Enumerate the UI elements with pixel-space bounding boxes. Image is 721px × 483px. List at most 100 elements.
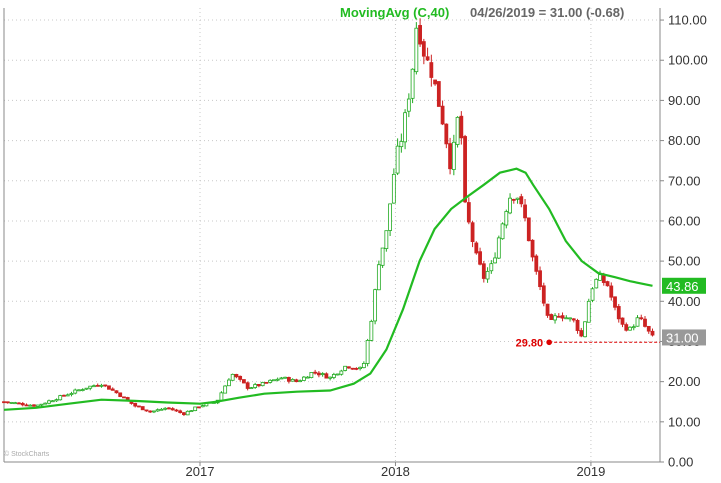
candle-body <box>84 387 89 390</box>
grid-layer <box>4 8 660 462</box>
candle-body <box>440 105 445 125</box>
y-tick-label: 0.00 <box>668 455 693 470</box>
candle-body <box>414 27 419 73</box>
candle-body <box>571 318 576 321</box>
candle-body <box>35 404 40 407</box>
candle-body <box>459 115 464 139</box>
y-tick-label: 10.00 <box>668 414 701 429</box>
candle-body <box>185 410 190 416</box>
last-price-badge-label: 31.00 <box>666 330 699 345</box>
candle-body <box>624 324 629 331</box>
candle-body <box>594 278 599 289</box>
x-tick-label: 2017 <box>186 464 215 478</box>
candle-body <box>88 385 93 389</box>
candle-body <box>316 372 321 376</box>
candle-body <box>290 379 295 382</box>
candle-body <box>493 257 497 264</box>
candle-body <box>170 408 175 411</box>
candle-body <box>152 410 156 413</box>
candle-body <box>50 400 55 403</box>
candle-body <box>549 314 554 320</box>
candle-body <box>107 385 111 390</box>
candle-body <box>335 373 340 376</box>
candle-body <box>286 377 291 382</box>
x-tick-label: 2019 <box>576 464 605 478</box>
candle-body <box>17 402 21 405</box>
candle-body <box>425 56 430 61</box>
candle-body <box>373 289 378 322</box>
candle-body <box>178 410 183 413</box>
candle-body <box>545 303 550 316</box>
candle-body <box>163 407 168 410</box>
candle-body <box>436 81 441 107</box>
x-tick-label: 2018 <box>381 464 410 478</box>
candle-body <box>433 79 437 85</box>
last-price-badge <box>662 329 706 346</box>
candle-body <box>616 306 621 320</box>
candle-body <box>388 203 393 231</box>
candle-body <box>564 317 569 320</box>
support-dot <box>546 339 552 346</box>
candle-body <box>511 198 516 201</box>
candle-body <box>406 98 411 112</box>
candle-body <box>193 406 198 412</box>
candle-body <box>39 403 44 406</box>
candle-body <box>448 143 452 170</box>
y-axis: 0.0010.0020.0030.0040.0050.0060.0070.008… <box>660 13 708 470</box>
candle-body <box>137 405 141 408</box>
candle-body <box>99 384 104 387</box>
candle-body <box>174 409 179 412</box>
candle-body <box>253 384 258 388</box>
candle-body <box>328 376 333 379</box>
candle-body <box>47 400 51 404</box>
candle-body <box>110 388 115 391</box>
candle-body <box>391 173 396 204</box>
candle-body <box>485 270 490 280</box>
candle-body <box>339 370 344 375</box>
candle-body <box>80 389 85 391</box>
candle-body <box>58 395 63 401</box>
candle-body <box>354 367 359 370</box>
candle-body <box>451 141 456 170</box>
candle-body <box>122 396 126 399</box>
candle-body <box>369 320 374 341</box>
candle-body <box>410 68 415 99</box>
candle-body <box>429 62 434 78</box>
y-tick-label: 110.00 <box>668 13 707 28</box>
candle-body <box>444 123 449 145</box>
candle-body <box>13 402 18 405</box>
x-axis: 2017 2018 2019 <box>186 462 605 479</box>
candle-body <box>455 116 460 145</box>
candle-body <box>238 375 243 380</box>
y-tick-label: 80.00 <box>668 133 701 148</box>
moving-average-line <box>3 167 653 411</box>
candle-body <box>403 112 407 143</box>
candle-body <box>309 372 314 379</box>
candle-body <box>298 380 303 383</box>
candle-body <box>384 230 389 250</box>
y-tick-label: 90.00 <box>668 93 701 108</box>
candle-body <box>515 197 520 200</box>
candle-body <box>230 373 235 381</box>
candle-body <box>560 315 565 319</box>
candle-body <box>358 366 363 370</box>
candle-body <box>200 405 205 408</box>
candle-body <box>590 288 595 301</box>
candle-body <box>609 285 614 298</box>
candle-body <box>365 340 370 364</box>
candle-body <box>508 197 512 214</box>
candle-body <box>155 409 160 412</box>
candle-body <box>234 373 239 378</box>
candle-body <box>343 365 348 371</box>
candle-body <box>20 403 25 406</box>
candle-body <box>114 390 119 394</box>
candle-body <box>271 379 276 382</box>
candle-body <box>219 392 224 401</box>
candle-body <box>159 408 164 411</box>
candle-body <box>496 237 501 259</box>
candle-body <box>523 204 527 219</box>
candle-body <box>92 385 96 388</box>
candle-body <box>530 239 535 258</box>
candle-body <box>628 326 632 331</box>
